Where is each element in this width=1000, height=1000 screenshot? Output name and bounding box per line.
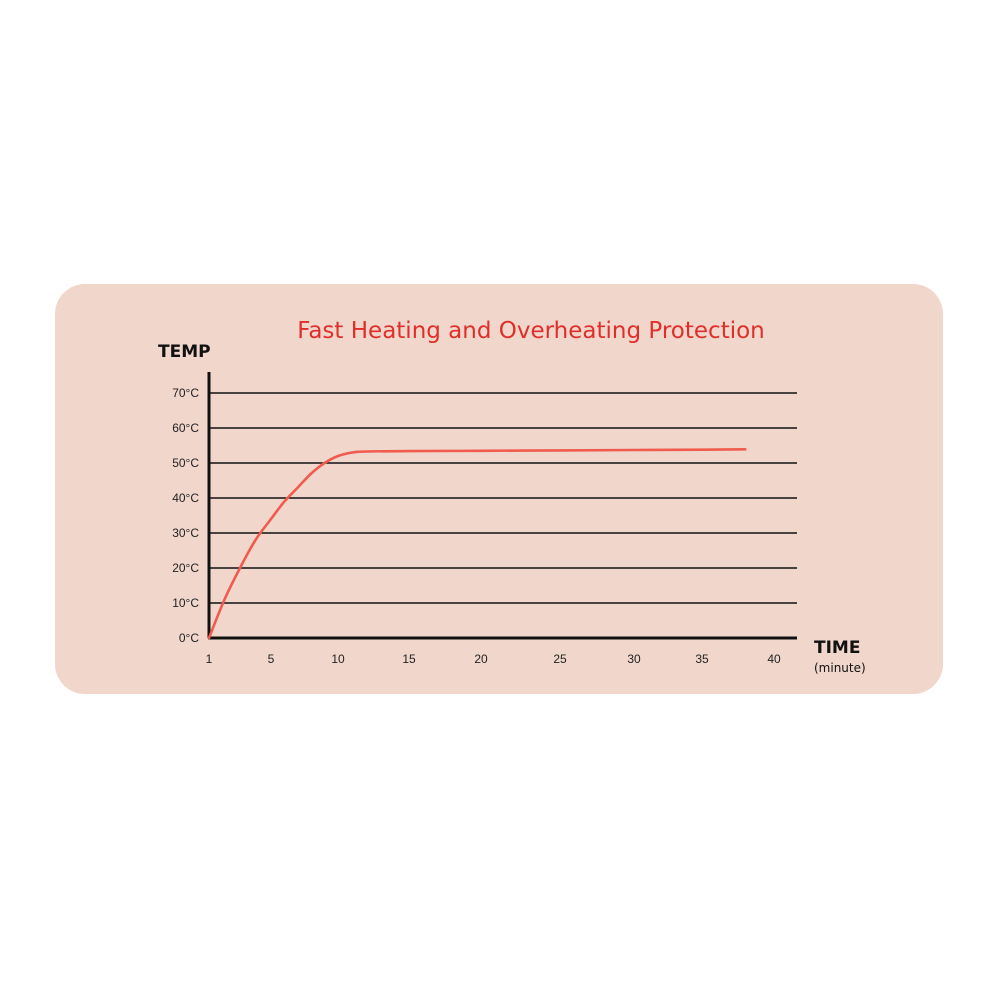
- x-tick-label: 10: [331, 652, 345, 666]
- temperature-series-line: [207, 448, 747, 640]
- chart-title: Fast Heating and Overheating Protection: [297, 318, 765, 344]
- y-tick-label: 70°C: [172, 386, 199, 400]
- y-tick-label: 30°C: [172, 526, 199, 540]
- y-tick-label: 10°C: [172, 596, 199, 610]
- y-tick-labels: 0°C 10°C 20°C 30°C 40°C 50°C 60°C 70°C: [172, 386, 199, 645]
- x-tick-label: 15: [402, 652, 416, 666]
- series-layer: [207, 448, 747, 640]
- panel-background: [55, 284, 943, 694]
- x-tick-labels: 1 5 10 15 20 25 30 35 40: [206, 652, 781, 666]
- x-tick-label: 40: [767, 652, 781, 666]
- x-axis-unit: (minute): [814, 661, 866, 675]
- axes: [207, 372, 797, 640]
- temperature-chart: Fast Heating and Overheating Protection …: [55, 284, 943, 694]
- x-axis-label: TIME: [814, 638, 860, 658]
- grid-lines: [209, 392, 797, 604]
- y-tick-label: 60°C: [172, 421, 199, 435]
- y-tick-label: 50°C: [172, 456, 199, 470]
- x-tick-label: 35: [695, 652, 709, 666]
- y-tick-label: 20°C: [172, 561, 199, 575]
- chart-panel: Fast Heating and Overheating Protection …: [55, 284, 943, 694]
- x-tick-label: 30: [627, 652, 641, 666]
- x-tick-label: 25: [553, 652, 567, 666]
- y-axis-label: TEMP: [158, 342, 211, 362]
- y-tick-label: 0°C: [179, 631, 199, 645]
- y-tick-label: 40°C: [172, 491, 199, 505]
- x-tick-label: 5: [268, 652, 275, 666]
- x-tick-label: 20: [474, 652, 488, 666]
- x-tick-label: 1: [206, 652, 213, 666]
